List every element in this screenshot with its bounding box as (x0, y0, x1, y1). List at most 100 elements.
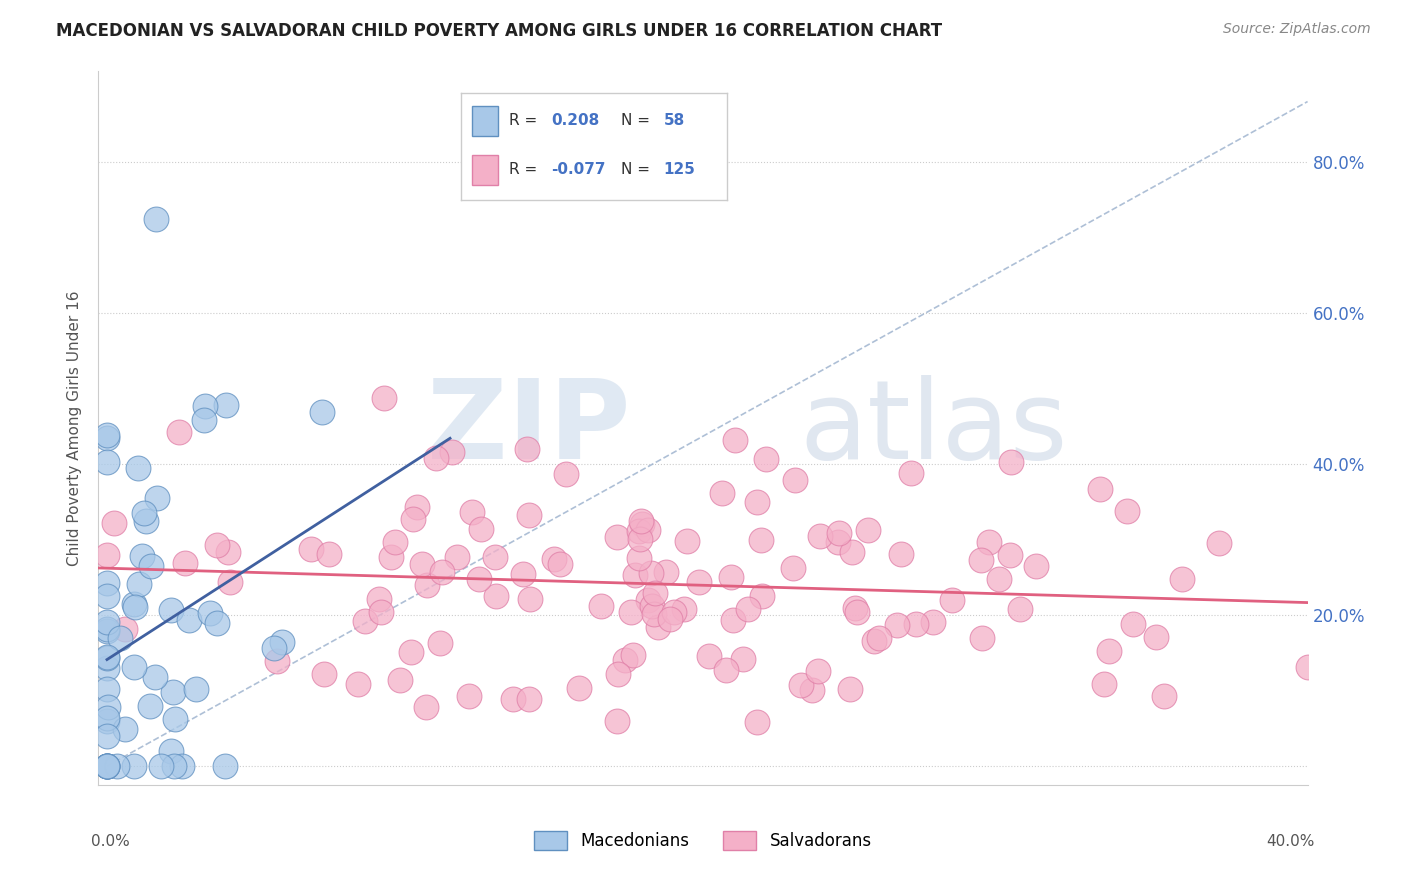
Point (96, 650, 118, 665)
Point (217, 545, 239, 559)
Point (644, 586, 666, 600)
Point (484, 550, 506, 565)
Point (640, 566, 662, 580)
Point (543, 552, 565, 566)
Point (139, 699, 162, 714)
Point (430, 565, 453, 579)
Point (517, 508, 540, 523)
Point (1010, 601, 1032, 615)
Point (174, 556, 197, 570)
Point (170, 759, 193, 773)
Point (446, 549, 468, 564)
Point (1098, 644, 1121, 658)
Text: MACEDONIAN VS SALVADORAN CHILD POVERTY AMONG GIRLS UNDER 16 CORRELATION CHART: MACEDONIAN VS SALVADORAN CHILD POVERTY A… (56, 22, 942, 40)
Point (755, 452, 778, 467)
Point (122, 597, 145, 611)
Point (96, 759, 118, 773)
Point (402, 512, 425, 526)
Point (516, 442, 538, 457)
Point (548, 557, 571, 571)
Point (96, 711, 118, 725)
Point (1296, 660, 1319, 674)
Point (749, 533, 772, 547)
Point (844, 601, 866, 615)
Point (737, 601, 759, 615)
Point (555, 467, 578, 481)
Point (519, 691, 541, 706)
Point (606, 714, 628, 728)
Point (664, 605, 686, 619)
Point (299, 541, 322, 556)
Point (731, 652, 754, 666)
Point (96, 759, 118, 773)
Point (721, 613, 744, 627)
Point (105, 759, 128, 773)
Point (96, 651, 118, 665)
Point (519, 591, 541, 606)
Point (114, 622, 136, 636)
Point (135, 515, 157, 529)
Point (699, 649, 721, 664)
Point (747, 495, 769, 509)
Point (145, 212, 167, 227)
Point (868, 631, 890, 645)
Point (457, 689, 479, 703)
Point (673, 601, 696, 615)
Point (1025, 558, 1047, 573)
Point (177, 613, 200, 627)
Point (987, 572, 1010, 586)
Point (425, 451, 447, 466)
Point (724, 433, 747, 447)
Point (122, 659, 145, 673)
Point (214, 759, 236, 773)
Point (353, 615, 375, 629)
Point (631, 517, 654, 532)
Point (641, 599, 664, 613)
Point (194, 399, 217, 413)
Point (160, 744, 183, 758)
Point (998, 549, 1021, 563)
Point (429, 636, 451, 650)
Point (131, 549, 153, 563)
Text: atlas: atlas (800, 375, 1069, 482)
Point (440, 445, 463, 459)
Point (163, 759, 186, 773)
Point (619, 605, 641, 619)
Point (782, 561, 804, 575)
Point (720, 569, 742, 583)
Point (347, 677, 370, 691)
Text: ZIP: ZIP (427, 375, 630, 482)
Point (411, 557, 433, 571)
Point (1144, 630, 1167, 644)
Point (114, 722, 136, 736)
Point (613, 653, 636, 667)
Point (1116, 504, 1139, 518)
Point (406, 500, 429, 514)
Point (807, 664, 830, 678)
Point (318, 547, 340, 561)
Point (568, 681, 591, 695)
Point (628, 550, 651, 565)
Point (941, 593, 963, 607)
Point (460, 505, 482, 519)
Point (637, 523, 659, 537)
Point (399, 645, 422, 659)
Point (905, 616, 928, 631)
Point (184, 681, 207, 696)
Point (380, 549, 402, 564)
Point (388, 673, 411, 687)
Point (628, 533, 651, 547)
Point (103, 516, 125, 530)
Point (219, 575, 242, 590)
Point (589, 599, 612, 613)
Point (751, 589, 773, 603)
Point (1092, 676, 1115, 690)
Point (367, 592, 389, 607)
Point (127, 460, 149, 475)
Point (643, 607, 665, 621)
Point (606, 530, 628, 544)
Point (96, 759, 118, 773)
Point (1153, 689, 1175, 703)
Point (827, 535, 849, 549)
Point (841, 545, 863, 559)
